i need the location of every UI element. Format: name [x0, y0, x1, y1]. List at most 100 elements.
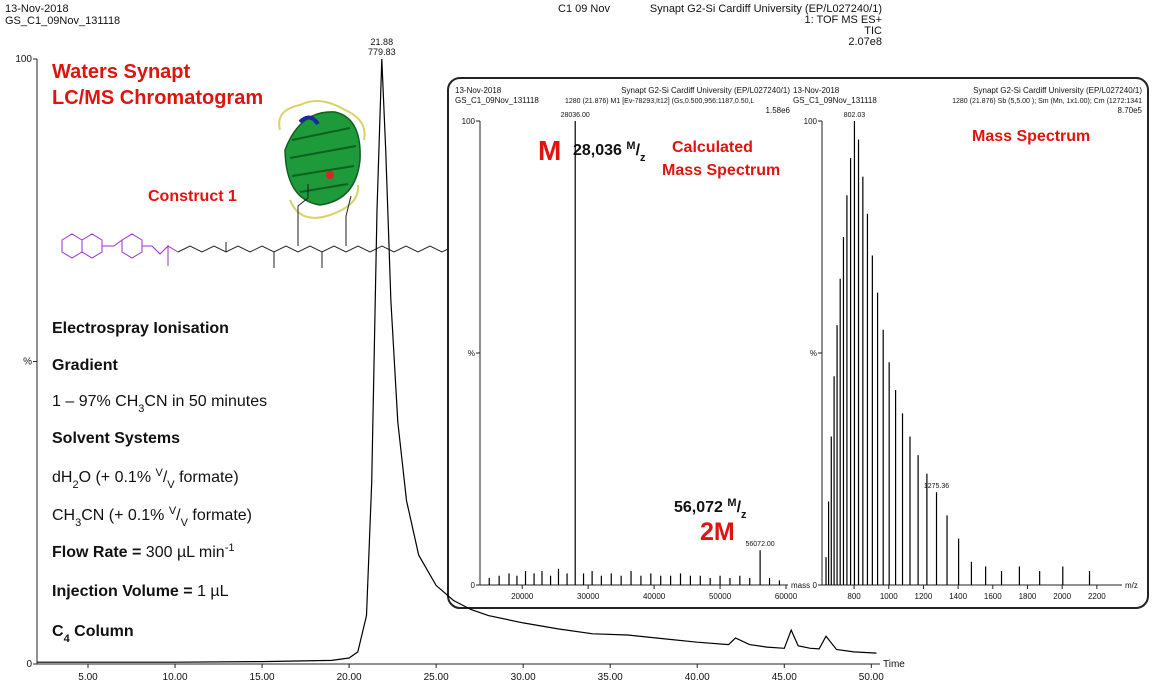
y-tick-label: 100 — [462, 117, 476, 126]
x-axis-label: mass — [791, 581, 810, 590]
text: 1 µL — [197, 583, 229, 600]
intensity: 8.70e5 — [1118, 106, 1143, 115]
y-tick-label: % — [23, 357, 32, 368]
scan-info: 1280 (21.876) Sb (5,5.00 ); Sm (Mn, 1x1.… — [952, 98, 1142, 105]
subscript: 3 — [75, 517, 81, 529]
text: C — [52, 623, 64, 640]
scan-info: 1280 (21.876) M1 [Ev-78293,It12] (Gs,0.5… — [565, 98, 754, 105]
text: Injection Volume = — [52, 583, 197, 600]
ionisation: Electrospray Ionisation — [52, 320, 229, 337]
date: 13-Nov-2018 — [793, 86, 840, 95]
x-tick-label: 45.00 — [772, 672, 797, 683]
file: GS_C1_09Nov_131118 — [793, 96, 877, 105]
title: LC/MS Chromatogram — [52, 87, 263, 109]
superscript: -1 — [225, 542, 235, 554]
y-tick-label: 100 — [804, 117, 818, 126]
x-tick-label: 40.00 — [685, 672, 710, 683]
subscript: 2 — [72, 479, 78, 491]
x-tick-label: 15.00 — [250, 672, 275, 683]
text: Column — [70, 623, 134, 640]
y-tick-label: 0 — [26, 659, 32, 670]
trace: TIC — [864, 25, 882, 37]
file: GS_C1_09Nov_131118 — [455, 96, 539, 105]
text: 56,072 — [674, 499, 727, 516]
y-tick-label: % — [810, 349, 817, 358]
intensity: 2.07e8 — [848, 36, 882, 48]
text: CN (+ 0.1% — [81, 507, 169, 524]
x-tick-label: 40000 — [643, 592, 666, 601]
injection: Injection Volume = 1 µL — [52, 583, 229, 600]
x-tick-label: 50000 — [709, 592, 732, 601]
date: 13-Nov-2018 — [5, 3, 69, 15]
x-tick-label: 2200 — [1088, 592, 1106, 601]
sample: C1 09 Nov — [558, 3, 610, 15]
superscript: M — [626, 140, 635, 152]
subscript: V — [167, 479, 175, 491]
instrument: Synapt G2-Si Cardiff University (EP/L027… — [650, 3, 882, 15]
file: GS_C1_09Nov_131118 — [5, 15, 120, 27]
subscript: 3 — [138, 403, 144, 415]
peak-label: 1275.36 — [924, 483, 949, 490]
gradient: 1 – 97% CH3CN in 50 minutes — [52, 393, 267, 415]
x-tick-label: 800 — [847, 592, 861, 601]
protein-image — [278, 100, 366, 219]
m-mass: 28,036 M/z — [573, 140, 646, 164]
text: CN in 50 minutes — [144, 393, 267, 410]
x-tick-label: 10.00 — [163, 672, 188, 683]
y-tick-label: 0 — [813, 581, 818, 590]
peak-label: 802.03 — [844, 112, 866, 119]
text: dH — [52, 469, 72, 486]
m2-label: 2M — [700, 518, 735, 546]
inset-frame — [447, 77, 1149, 609]
peak-label: 779.83 — [368, 47, 396, 57]
solvent-b: CH3CN (+ 0.1% V/V formate) — [52, 505, 252, 529]
x-tick-label: 30.00 — [511, 672, 536, 683]
text: / — [636, 142, 641, 159]
x-tick-label: 1200 — [915, 592, 933, 601]
y-tick-label: 100 — [15, 54, 32, 65]
subscript: 4 — [64, 633, 71, 645]
x-tick-label: 20000 — [511, 592, 534, 601]
gradient-heading: Gradient — [52, 357, 118, 374]
text: / — [176, 507, 181, 524]
subscript: z — [640, 152, 646, 164]
text: 28,036 — [573, 142, 626, 159]
instrument: Synapt G2-Si Cardiff University (EP/L027… — [621, 86, 790, 95]
calculated: Mass Spectrum — [662, 162, 780, 179]
x-tick-label: 1000 — [880, 592, 898, 601]
text: CH — [52, 507, 75, 524]
x-tick-label: 2000 — [1053, 592, 1071, 601]
solvent-heading: Solvent Systems — [52, 430, 180, 447]
mass-spectrum: Mass Spectrum — [972, 128, 1090, 145]
x-tick-label: 60000 — [775, 592, 798, 601]
superscript: M — [727, 497, 736, 509]
solvent-a: dH2O (+ 0.1% V/V formate) — [52, 467, 239, 491]
x-tick-label: 1600 — [984, 592, 1002, 601]
y-tick-label: 0 — [471, 581, 476, 590]
text: 1 – 97% CH — [52, 393, 138, 410]
title: Waters Synapt — [52, 61, 191, 83]
text: O (+ 0.1% — [79, 469, 156, 486]
y-tick-label: % — [468, 349, 475, 358]
calculated: Calculated — [672, 139, 753, 156]
subscript: V — [181, 517, 189, 529]
superscript: V — [169, 505, 177, 517]
text: / — [163, 469, 168, 486]
text: Flow Rate = — [52, 544, 146, 561]
x-tick-label: 1400 — [949, 592, 967, 601]
intensity: 1.58e6 — [766, 106, 791, 115]
subscript: z — [741, 509, 747, 521]
peak-label: 28036.00 — [561, 112, 590, 119]
peak-label: 56072.00 — [746, 541, 775, 548]
instrument: Synapt G2-Si Cardiff University (EP/L027… — [973, 86, 1142, 95]
x-tick-label: 1800 — [1019, 592, 1037, 601]
text: formate) — [188, 507, 252, 524]
text: 300 µL min — [146, 544, 225, 561]
x-tick-label: 35.00 — [598, 672, 623, 683]
construct: Construct 1 — [148, 188, 237, 205]
text: / — [737, 499, 742, 516]
trace — [37, 58, 877, 663]
x-tick-label: 25.00 — [424, 672, 449, 683]
x-tick-label: 5.00 — [78, 672, 98, 683]
peak-label: 21.88 — [371, 37, 394, 47]
